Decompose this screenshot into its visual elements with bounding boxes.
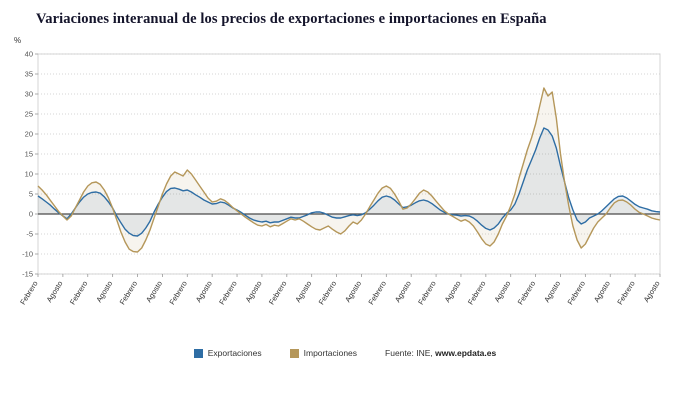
- y-tick-label: 0: [29, 210, 33, 219]
- x-tick-label: Febrero: [317, 279, 339, 306]
- x-tick-label: Agosto: [194, 279, 214, 304]
- y-tick-label: 5: [29, 190, 33, 199]
- x-tick-label: Febrero: [615, 279, 637, 306]
- legend-label-exportaciones: Exportaciones: [207, 348, 262, 358]
- importaciones-swatch-icon: [289, 348, 299, 358]
- x-tick-label: Agosto: [443, 279, 463, 304]
- x-tick-label: Agosto: [244, 279, 264, 304]
- y-tick-label: 20: [25, 130, 33, 139]
- y-tick-label: 30: [25, 90, 33, 99]
- x-tick-label: Agosto: [393, 279, 413, 304]
- legend-item-exportaciones[interactable]: Exportaciones: [193, 348, 262, 358]
- y-tick-label: 15: [25, 150, 33, 159]
- series-line-importaciones: [37, 87, 661, 253]
- x-tick-label: Febrero: [416, 279, 438, 306]
- x-tick-label: Febrero: [466, 279, 488, 306]
- x-tick-label: Febrero: [267, 279, 289, 306]
- source-text: Fuente: INE, www.epdata.es: [385, 348, 496, 358]
- y-tick-label: 35: [25, 70, 33, 79]
- legend-item-importaciones[interactable]: Importaciones: [289, 348, 358, 358]
- series-line-exportaciones: [37, 127, 661, 237]
- exportaciones-swatch-icon: [193, 348, 203, 358]
- chart-title: Variaciones interanual de los precios de…: [36, 11, 547, 27]
- x-tick-label: Febrero: [118, 279, 140, 306]
- source-prefix: Fuente: INE,: [385, 348, 436, 358]
- x-tick-label: Agosto: [592, 279, 612, 304]
- x-tick-label: Agosto: [293, 279, 313, 304]
- legend-label-importaciones: Importaciones: [303, 348, 358, 358]
- y-tick-label: -5: [26, 230, 33, 239]
- x-tick-label: Agosto: [343, 279, 363, 304]
- x-tick-label: Febrero: [366, 279, 388, 306]
- source-site: www.epdata.es: [435, 348, 497, 358]
- y-tick-label: 10: [25, 170, 33, 179]
- legend: Exportaciones Importaciones Fuente: INE,…: [0, 348, 690, 358]
- series-area-exportaciones: [38, 128, 660, 236]
- x-tick-label: Agosto: [144, 279, 164, 304]
- x-tick-label: Agosto: [642, 279, 662, 304]
- x-tick-label: Febrero: [516, 279, 538, 306]
- y-tick-label: -15: [22, 270, 33, 279]
- x-tick-label: Agosto: [492, 279, 512, 304]
- x-tick-label: Agosto: [45, 279, 65, 304]
- x-tick-label: Febrero: [167, 279, 189, 306]
- y-tick-label: 40: [25, 50, 33, 59]
- plot-border: [37, 53, 661, 275]
- x-tick-label: Febrero: [18, 279, 40, 306]
- y-tick-label: 25: [25, 110, 33, 119]
- x-tick-label: Agosto: [542, 279, 562, 304]
- x-tick-label: Febrero: [217, 279, 239, 306]
- x-tick-label: Febrero: [566, 279, 588, 306]
- series-area-importaciones: [38, 88, 660, 252]
- x-tick-label: Febrero: [68, 279, 90, 306]
- x-tick-label: Agosto: [94, 279, 114, 304]
- y-axis-unit-label: %: [14, 36, 22, 45]
- y-tick-label: -10: [22, 250, 33, 259]
